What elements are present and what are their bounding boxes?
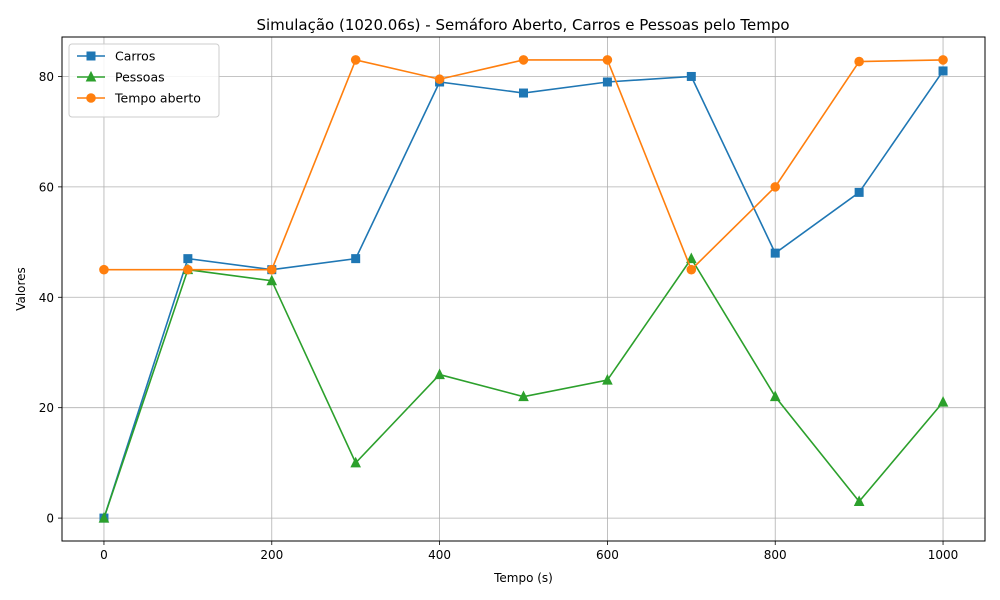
y-axis-label: Valores	[14, 267, 28, 311]
y-tick-label: 80	[39, 70, 54, 84]
grid	[62, 37, 985, 541]
legend: Carros Pessoas Tempo aberto	[68, 43, 220, 118]
data-point-pessoas	[769, 390, 781, 402]
series-group	[98, 55, 949, 523]
data-point-pessoas	[686, 252, 697, 264]
data-point-tempo-aberto	[770, 182, 781, 192]
data-point-carros	[770, 248, 780, 258]
legend-box	[68, 43, 220, 118]
x-axis-ticks: 0 200 400 600 800 1000	[100, 541, 958, 562]
y-tick-label: 40	[39, 291, 54, 305]
data-point-carros	[602, 77, 612, 87]
data-point-carros	[938, 66, 948, 76]
data-point-pessoas	[853, 495, 865, 507]
y-tick-label: 20	[39, 401, 54, 415]
x-tick-label: 0	[100, 548, 108, 562]
data-point-tempo-aberto	[518, 55, 529, 65]
data-point-carros	[519, 88, 528, 98]
y-tick-label: 60	[39, 180, 54, 194]
data-point-pessoas	[350, 456, 361, 468]
legend-item-carros: Carros	[77, 49, 155, 64]
legend-item-pessoas: Pessoas	[77, 70, 165, 85]
data-point-tempo-aberto	[99, 264, 109, 275]
data-point-pessoas	[937, 396, 949, 407]
legend-swatch-marker	[85, 70, 97, 82]
data-point-tempo-aberto	[183, 264, 193, 275]
data-point-pessoas	[518, 390, 529, 402]
x-axis-label: Tempo (s)	[493, 571, 553, 585]
data-point-carros	[854, 187, 864, 197]
x-tick-label: 800	[764, 548, 787, 562]
plot-area-frame	[61, 36, 986, 542]
data-point-tempo-aberto	[854, 56, 864, 67]
series-tempo-aberto	[99, 55, 948, 275]
data-point-tempo-aberto	[602, 55, 613, 65]
data-point-carros	[351, 254, 361, 264]
data-point-carros	[686, 71, 696, 81]
data-point-pessoas	[266, 274, 278, 286]
data-point-pessoas	[602, 373, 613, 385]
data-point-tempo-aberto	[266, 264, 277, 275]
chart-title: Simulação (1020.06s) - Semáforo Aberto, …	[256, 16, 789, 34]
y-tick-label: 0	[46, 512, 54, 526]
legend-swatch-marker	[86, 93, 96, 103]
data-point-tempo-aberto	[686, 264, 697, 275]
data-point-pessoas	[98, 511, 110, 523]
legend-item-tempo-aberto: Tempo aberto	[77, 91, 201, 106]
x-tick-label: 1000	[928, 548, 959, 562]
x-tick-label: 200	[260, 548, 283, 562]
data-point-pessoas	[434, 368, 445, 380]
data-point-tempo-aberto	[350, 55, 361, 65]
data-point-tempo-aberto	[938, 55, 948, 65]
x-tick-label: 600	[596, 548, 619, 562]
data-point-tempo-aberto	[434, 74, 445, 85]
legend-label: Carros	[115, 49, 155, 64]
x-tick-label: 400	[428, 548, 451, 562]
legend-label: Pessoas	[115, 70, 165, 85]
legend-swatch-marker	[86, 51, 96, 61]
data-point-carros	[183, 254, 193, 264]
y-axis-ticks: 0 20 40 60 80	[39, 70, 62, 526]
legend-label: Tempo aberto	[114, 91, 201, 106]
